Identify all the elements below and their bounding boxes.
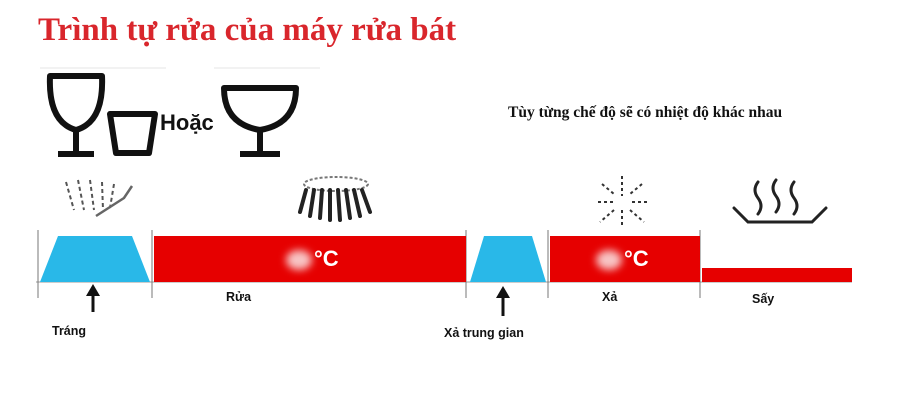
or-label: Hoặc <box>160 110 214 135</box>
rinse-bar <box>550 236 700 282</box>
heat-burst-icon <box>598 176 650 228</box>
drying-bar <box>702 268 852 282</box>
stage-label-xa-trung-gian: Xả trung gian <box>444 326 524 340</box>
stage-label-say: Sấy <box>752 292 775 306</box>
arrow-up-icon <box>86 284 100 312</box>
stage-label-xa: Xả <box>602 290 618 304</box>
wide-glass-icon <box>221 85 299 157</box>
wine-glass-icon <box>46 73 106 157</box>
stage-label-trang: Tráng <box>52 324 87 338</box>
spray-icon <box>65 179 134 218</box>
diagram-title: Trình tự rửa của máy rửa bát <box>38 12 457 48</box>
rinse-temperature: °C <box>596 246 649 272</box>
rotating-spray-arm-icon <box>298 176 372 222</box>
steam-tray-icon <box>732 178 828 224</box>
cup-icon <box>107 111 158 156</box>
wash-temperature: °C <box>286 246 339 272</box>
stage-label-rua: Rửa <box>226 290 252 304</box>
rinse-block-xa-trung-gian <box>470 236 546 282</box>
temperature-note: Tùy từng chế độ sẽ có nhiệt độ khác nhau <box>508 104 783 121</box>
rinse-block-trang <box>40 236 150 282</box>
arrow-up-icon <box>496 286 510 316</box>
